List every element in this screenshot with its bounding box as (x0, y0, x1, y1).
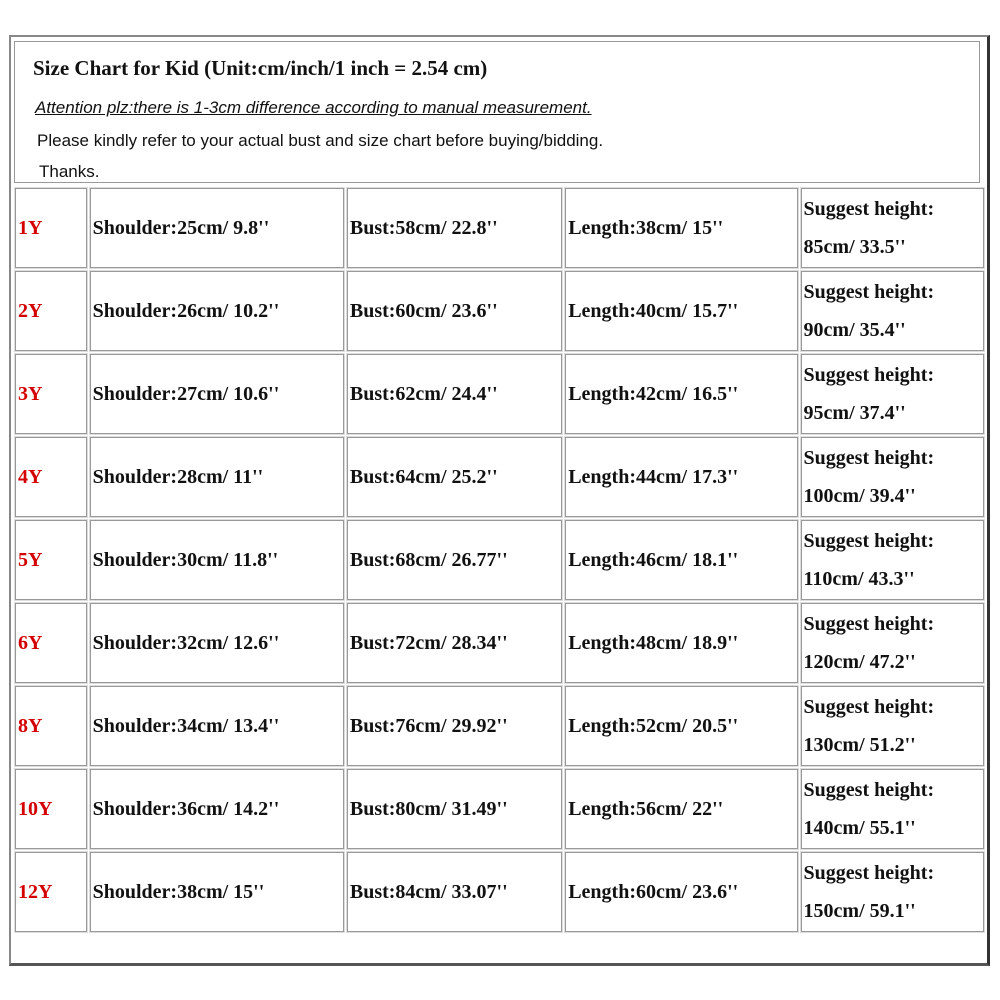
length-cell: Length:48cm/ 18.9'' (564, 602, 799, 684)
bust-cell: Bust:80cm/ 31.49'' (345, 768, 564, 850)
height-value: 85cm/ 33.5'' (803, 236, 906, 258)
length-cell: Length:38cm/ 15'' (564, 187, 799, 269)
chart-header: Size Chart for Kid (Unit:cm/inch/1 inch … (14, 41, 980, 183)
size-chart: Size Chart for Kid (Unit:cm/inch/1 inch … (9, 35, 990, 966)
length-cell: Length:40cm/ 15.7'' (564, 270, 799, 352)
shoulder-cell: Shoulder:36cm/ 14.2'' (88, 768, 345, 850)
length-cell: Length:56cm/ 22'' (564, 768, 799, 850)
bust-cell: Bust:60cm/ 23.6'' (345, 270, 564, 352)
bust-cell: Bust:58cm/ 22.8'' (345, 187, 564, 269)
height-value: 120cm/ 47.2'' (803, 651, 916, 673)
bust-cell: Bust:84cm/ 33.07'' (345, 851, 564, 933)
height-label: Suggest height: (803, 779, 935, 801)
height-value: 150cm/ 59.1'' (803, 900, 916, 922)
height-value: 100cm/ 39.4'' (803, 485, 916, 507)
height-label: Suggest height: (803, 696, 935, 718)
chart-title: Size Chart for Kid (Unit:cm/inch/1 inch … (33, 56, 488, 80)
size-cell: 4Y (14, 436, 88, 518)
table-row: 4Y Shoulder:28cm/ 11'' Bust:64cm/ 25.2'' Le… (14, 436, 986, 518)
attention-note: Attention plz:there is 1-3cm difference … (35, 98, 592, 117)
thanks-note: Thanks. (39, 162, 100, 181)
height-label: Suggest height: (803, 281, 935, 303)
size-cell: 6Y (14, 602, 88, 684)
table-row: 3Y Shoulder:27cm/ 10.6'' Bust:62cm/ 24.4''… (14, 353, 986, 435)
shoulder-cell: Shoulder:28cm/ 11'' (88, 436, 345, 518)
size-table: 1Y Shoulder:25cm/ 9.8'' Bust:58cm/ 22.8'' L… (12, 185, 987, 935)
height-value: 140cm/ 55.1'' (803, 817, 916, 839)
instruction-note: Please kindly refer to your actual bust … (37, 131, 604, 150)
table-row: 1Y Shoulder:25cm/ 9.8'' Bust:58cm/ 22.8'' L… (14, 187, 986, 269)
height-cell: Suggest height: 90cm/ 35.4'' (799, 270, 986, 352)
height-label: Suggest height: (803, 364, 935, 386)
length-cell: Length:44cm/ 17.3'' (564, 436, 799, 518)
height-label: Suggest height: (803, 613, 935, 635)
table-row: 10Y Shoulder:36cm/ 14.2'' Bust:80cm/ 31.49… (14, 768, 986, 850)
bust-cell: Bust:62cm/ 24.4'' (345, 353, 564, 435)
height-cell: Suggest height: 100cm/ 39.4'' (799, 436, 986, 518)
shoulder-cell: Shoulder:32cm/ 12.6'' (88, 602, 345, 684)
height-cell: Suggest height: 110cm/ 43.3'' (799, 519, 986, 601)
height-cell: Suggest height: 140cm/ 55.1'' (799, 768, 986, 850)
bust-cell: Bust:72cm/ 28.34'' (345, 602, 564, 684)
height-cell: Suggest height: 150cm/ 59.1'' (799, 851, 986, 933)
size-cell: 12Y (14, 851, 88, 933)
table-row: 6Y Shoulder:32cm/ 12.6'' Bust:72cm/ 28.34'… (14, 602, 986, 684)
shoulder-cell: Shoulder:30cm/ 11.8'' (88, 519, 345, 601)
table-row: 5Y Shoulder:30cm/ 11.8'' Bust:68cm/ 26.77'… (14, 519, 986, 601)
bust-cell: Bust:68cm/ 26.77'' (345, 519, 564, 601)
height-cell: Suggest height: 130cm/ 51.2'' (799, 685, 986, 767)
height-value: 130cm/ 51.2'' (803, 734, 916, 756)
height-label: Suggest height: (803, 447, 935, 469)
bust-cell: Bust:64cm/ 25.2'' (345, 436, 564, 518)
shoulder-cell: Shoulder:38cm/ 15'' (88, 851, 345, 933)
size-cell: 5Y (14, 519, 88, 601)
height-label: Suggest height: (803, 530, 935, 552)
length-cell: Length:60cm/ 23.6'' (564, 851, 799, 933)
shoulder-cell: Shoulder:26cm/ 10.2'' (88, 270, 345, 352)
table-row: 12Y Shoulder:38cm/ 15'' Bust:84cm/ 33.07''… (14, 851, 986, 933)
height-label: Suggest height: (803, 862, 935, 884)
shoulder-cell: Shoulder:25cm/ 9.8'' (88, 187, 345, 269)
size-cell: 10Y (14, 768, 88, 850)
bust-cell: Bust:76cm/ 29.92'' (345, 685, 564, 767)
height-cell: Suggest height: 95cm/ 37.4'' (799, 353, 986, 435)
table-row: 8Y Shoulder:34cm/ 13.4'' Bust:76cm/ 29.92'… (14, 685, 986, 767)
size-cell: 1Y (14, 187, 88, 269)
size-cell: 8Y (14, 685, 88, 767)
height-cell: Suggest height: 120cm/ 47.2'' (799, 602, 986, 684)
length-cell: Length:52cm/ 20.5'' (564, 685, 799, 767)
length-cell: Length:46cm/ 18.1'' (564, 519, 799, 601)
size-cell: 2Y (14, 270, 88, 352)
height-label: Suggest height: (803, 198, 935, 220)
height-value: 110cm/ 43.3'' (803, 568, 915, 590)
table-row: 2Y Shoulder:26cm/ 10.2'' Bust:60cm/ 23.6''… (14, 270, 986, 352)
shoulder-cell: Shoulder:27cm/ 10.6'' (88, 353, 345, 435)
length-cell: Length:42cm/ 16.5'' (564, 353, 799, 435)
height-value: 95cm/ 37.4'' (803, 402, 906, 424)
height-cell: Suggest height: 85cm/ 33.5'' (799, 187, 986, 269)
size-cell: 3Y (14, 353, 88, 435)
shoulder-cell: Shoulder:34cm/ 13.4'' (88, 685, 345, 767)
height-value: 90cm/ 35.4'' (803, 319, 906, 341)
